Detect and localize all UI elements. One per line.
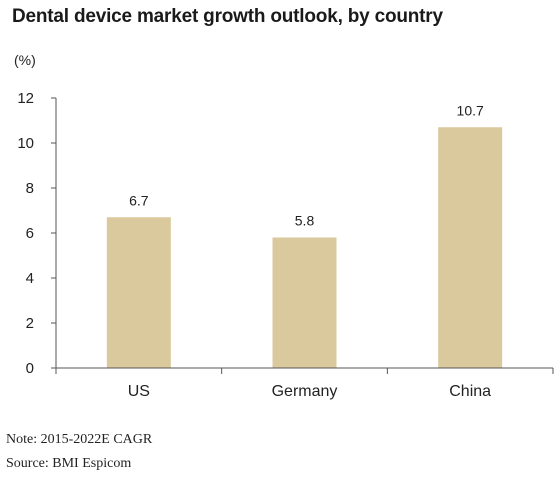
y-axis-unit-label: (%): [14, 52, 36, 68]
chart-title: Dental device market growth outlook, by …: [12, 6, 443, 27]
y-tick-label: 10: [17, 135, 34, 152]
y-tick-label: 8: [26, 180, 34, 197]
data-label-us: 6.7: [129, 192, 149, 208]
bar-chart: 0 2 4 6 8 10 12 6.7 5.8 10.7 US Germany China: [17, 90, 554, 400]
category-label-china: China: [449, 383, 491, 400]
y-tick-label: 12: [17, 90, 34, 107]
chart-source: Source: BMI Espicom: [6, 456, 132, 471]
category-label-us: US: [128, 383, 150, 400]
bars-group: 6.7 5.8 10.7: [106, 102, 503, 368]
category-label-germany: Germany: [272, 383, 338, 400]
bar-us: [106, 217, 171, 368]
chart-note: Note: 2015-2022E CAGR: [6, 432, 153, 447]
y-tick-label: 6: [26, 225, 34, 242]
y-tick-label: 4: [26, 270, 34, 287]
bar-china: [438, 127, 503, 368]
data-label-germany: 5.8: [295, 213, 315, 229]
y-tick-label: 2: [26, 315, 34, 332]
bar-germany: [272, 237, 337, 368]
x-axis: US Germany China: [55, 367, 554, 400]
y-axis: 0 2 4 6 8 10 12: [17, 90, 57, 377]
data-label-china: 10.7: [457, 102, 484, 118]
y-tick-label: 0: [26, 360, 34, 377]
